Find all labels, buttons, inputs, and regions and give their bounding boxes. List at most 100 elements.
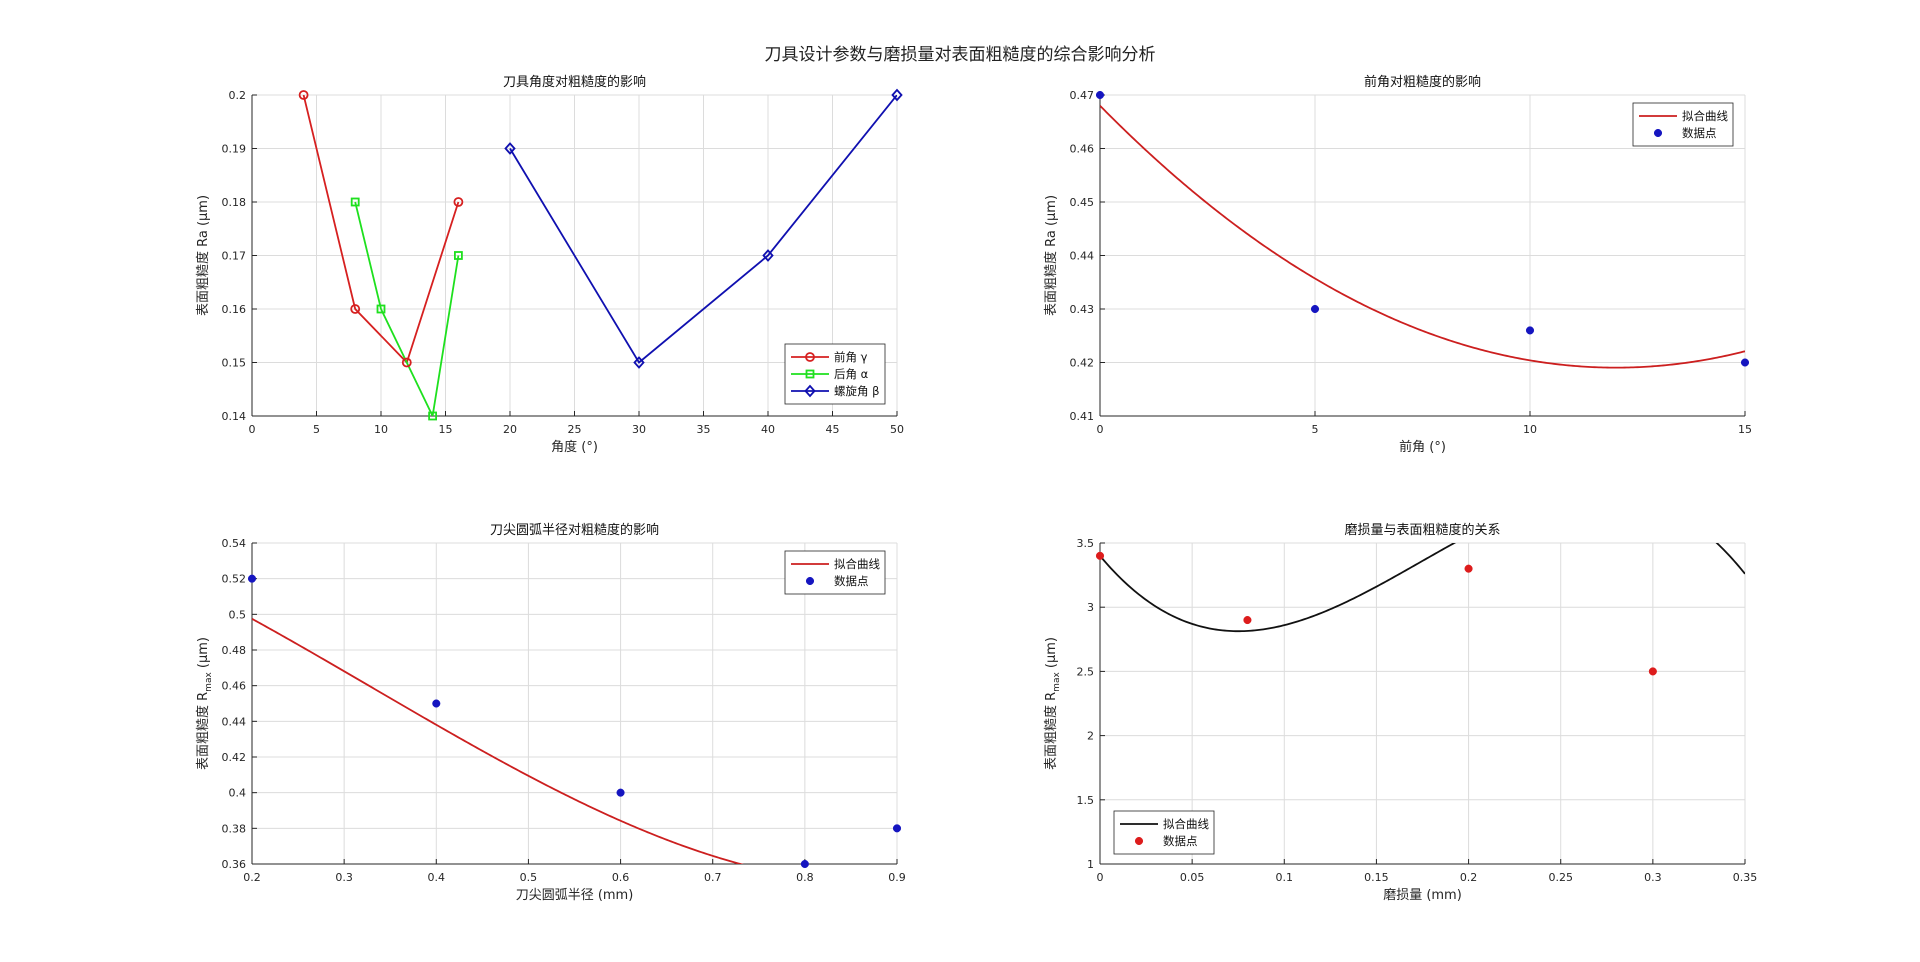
x-axis-label: 角度 (°): [551, 439, 598, 455]
x-tick-label: 0.35: [1733, 871, 1758, 884]
x-tick-label: 35: [697, 423, 711, 436]
x-tick-label: 0.2: [1460, 871, 1478, 884]
chart-angle: 0 5 10 15 20 25 30 35 40 45 50 0.14 0.15 0.16 0.17 0.18…: [195, 74, 904, 455]
y-tick-label: 0.44: [222, 715, 247, 728]
series-marker: [376, 304, 386, 314]
x-axis-label: 前角 (°): [1399, 439, 1446, 455]
y-axis-label-subscript: max: [1052, 672, 1062, 692]
data-point: [1648, 667, 1657, 676]
series-layer: [1100, 543, 1745, 633]
legend-label: 数据点: [1163, 834, 1198, 848]
x-axis-label: 磨损量 (mm): [1383, 888, 1462, 903]
x-tick-label: 10: [1523, 423, 1537, 436]
y-tick-label: 0.47: [1070, 89, 1095, 102]
y-axis-label-main: 表面粗糙度 R: [195, 692, 211, 770]
x-tick-label: 0.6: [612, 871, 630, 884]
legend-label: 拟合曲线: [1682, 109, 1728, 123]
y-tick-label: 0.44: [1070, 250, 1095, 263]
legend-box: [1632, 102, 1734, 147]
y-tick-label: 0.45: [1070, 196, 1095, 209]
x-tick-label: 0.5: [520, 871, 538, 884]
chart-title: 刀具角度对粗糙度的影响: [503, 74, 646, 90]
marker-layer: [1095, 90, 1750, 367]
y-tick-label: 0.54: [222, 537, 247, 550]
data-point: [892, 824, 902, 833]
chart-rake: 0 5 10 15 0.41 0.42 0.43 0.44 0.45 0.46 0.47 前角对粗糙度…: [1043, 74, 1752, 455]
fit-curve: [1100, 543, 1745, 633]
chart-title: 磨损量与表面粗糙度的关系: [1344, 522, 1500, 538]
x-tick-label: 20: [503, 423, 517, 436]
legend-label: 前角 γ: [834, 350, 868, 364]
y-tick-label: 0.2: [229, 89, 247, 102]
x-tick-label: 0.3: [1644, 871, 1662, 884]
x-tick-label: 0.2: [243, 871, 261, 884]
y-tick-label: 0.5: [229, 608, 247, 621]
series-layer: [252, 618, 744, 864]
y-tick-label: 0.42: [1070, 357, 1095, 370]
x-tick-label: 30: [632, 423, 646, 436]
series-marker: [891, 88, 903, 102]
y-tick-label: 0.4: [229, 787, 247, 800]
legend-box: [1113, 810, 1215, 855]
y-tick-label: 3: [1087, 601, 1094, 614]
y-tick-label: 0.19: [222, 143, 247, 156]
x-tick-label: 0.4: [428, 871, 446, 884]
legend-label: 数据点: [834, 574, 869, 588]
data-point: [1095, 551, 1105, 560]
x-tick-label: 40: [761, 423, 775, 436]
y-tick-label: 2: [1087, 730, 1094, 743]
series-marker: [762, 249, 774, 262]
legend: 前角 γ 后角 α 螺旋角 β: [784, 343, 886, 405]
marker-layer: [247, 574, 902, 869]
x-tick-label: 0.8: [796, 871, 814, 884]
series-line: [509, 95, 897, 364]
series-layer: [1100, 105, 1745, 369]
x-tick-label: 0.9: [888, 871, 906, 884]
data-point: [1095, 90, 1105, 100]
chart-wear: 0 0.05 0.1 0.15 0.2 0.25 0.3 0.35 1 1.5 2 2.5 3 3.5 磨损…: [1043, 522, 1758, 903]
plot-area: [1100, 543, 1745, 864]
marker-layer: [298, 88, 903, 421]
chart-title: 前角对粗糙度的影响: [1364, 74, 1481, 90]
legend-label: 后角 α: [834, 367, 869, 381]
data-point: [1740, 358, 1750, 367]
chart-radius: 0.2 0.3 0.4 0.5 0.6 0.7 0.8 0.9 0.36 0.38 0.4 0.42 0…: [195, 522, 906, 903]
data-point: [1243, 615, 1252, 625]
data-point: [1310, 304, 1320, 314]
x-tick-label: 0.3: [335, 871, 353, 884]
x-tick-label: 0.1: [1276, 871, 1294, 884]
y-axis-label-subscript: max: [204, 672, 214, 692]
y-tick-label: 0.52: [222, 573, 247, 586]
legend-marker: [805, 369, 815, 379]
y-axis-label: 表面粗糙度 Ra (μm): [195, 195, 211, 316]
x-tick-label: 5: [313, 423, 320, 436]
y-tick-label: 0.18: [222, 196, 247, 209]
y-tick-label: 1: [1087, 858, 1094, 871]
legend-marker: [1134, 836, 1144, 846]
legend-label: 拟合曲线: [834, 557, 880, 571]
series-marker: [428, 411, 438, 421]
x-tick-label: 0: [249, 423, 256, 436]
x-tick-label: 15: [439, 423, 453, 436]
series-marker: [453, 251, 463, 260]
y-axis-label-unit: (μm): [1044, 637, 1059, 672]
series-marker: [298, 90, 309, 100]
marker-layer: [1095, 551, 1657, 676]
x-tick-label: 0.25: [1548, 871, 1573, 884]
y-tick-label: 0.48: [222, 644, 247, 657]
figure-title: 刀具设计参数与磨损量对表面粗糙度的综合影响分析: [764, 45, 1156, 65]
data-point: [1525, 326, 1535, 335]
y-tick-label: 0.42: [222, 751, 247, 764]
x-tick-label: 25: [568, 423, 582, 436]
y-tick-label: 0.14: [222, 410, 247, 423]
x-axis-label: 刀尖圆弧半径 (mm): [516, 888, 634, 903]
data-point: [616, 788, 625, 797]
y-tick-label: 0.36: [222, 858, 247, 871]
y-tick-label: 0.38: [222, 822, 247, 835]
x-tick-label: 15: [1738, 423, 1752, 436]
legend-label: 数据点: [1682, 126, 1717, 140]
y-tick-label: 0.15: [222, 357, 247, 370]
